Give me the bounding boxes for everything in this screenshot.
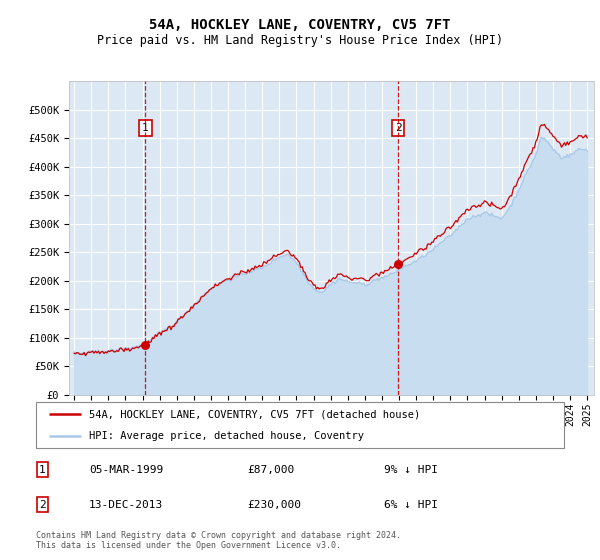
- Text: £230,000: £230,000: [247, 500, 301, 510]
- Text: 9% ↓ HPI: 9% ↓ HPI: [385, 465, 439, 475]
- Text: 6% ↓ HPI: 6% ↓ HPI: [385, 500, 439, 510]
- Text: HPI: Average price, detached house, Coventry: HPI: Average price, detached house, Cove…: [89, 431, 364, 441]
- Text: 1: 1: [39, 465, 46, 475]
- Text: 1: 1: [142, 123, 149, 133]
- Text: 13-DEC-2013: 13-DEC-2013: [89, 500, 163, 510]
- Text: £87,000: £87,000: [247, 465, 295, 475]
- Text: 05-MAR-1999: 05-MAR-1999: [89, 465, 163, 475]
- Point: [394, 259, 403, 268]
- Text: 54A, HOCKLEY LANE, COVENTRY, CV5 7FT (detached house): 54A, HOCKLEY LANE, COVENTRY, CV5 7FT (de…: [89, 409, 420, 419]
- Text: 2: 2: [39, 500, 46, 510]
- Text: Contains HM Land Registry data © Crown copyright and database right 2024.
This d: Contains HM Land Registry data © Crown c…: [36, 531, 401, 550]
- Text: Price paid vs. HM Land Registry's House Price Index (HPI): Price paid vs. HM Land Registry's House …: [97, 34, 503, 46]
- Point: [140, 340, 150, 349]
- Text: 2: 2: [395, 123, 401, 133]
- Text: 54A, HOCKLEY LANE, COVENTRY, CV5 7FT: 54A, HOCKLEY LANE, COVENTRY, CV5 7FT: [149, 18, 451, 32]
